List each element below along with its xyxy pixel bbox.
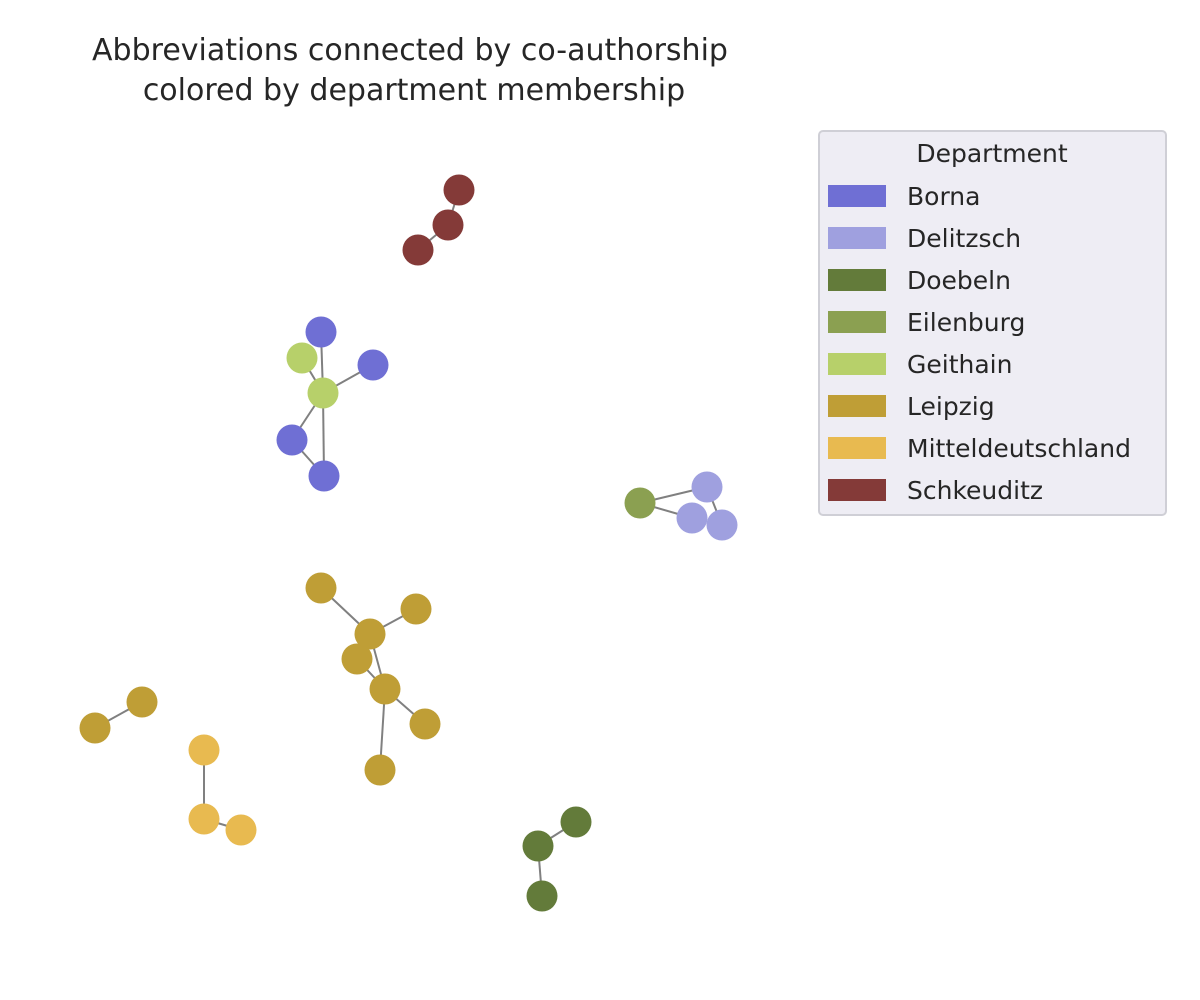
diagram-title-line-2: colored by department membership xyxy=(143,73,685,108)
node-leipzig-l8 xyxy=(126,686,158,718)
node-leipzig-l5 xyxy=(369,673,401,705)
legend-label-delitzsch: Delitzsch xyxy=(907,224,1021,253)
node-mitteldeutschland-m2 xyxy=(188,803,220,835)
node-borna-b3 xyxy=(276,424,308,456)
legend-swatch-eilenburg xyxy=(828,311,886,333)
legend-label-doebeln: Doebeln xyxy=(907,266,1011,295)
node-borna-b4 xyxy=(308,460,340,492)
legend-item-delitzsch: Delitzsch xyxy=(828,224,1021,253)
node-geithain-g2 xyxy=(307,377,339,409)
node-schkeuditz-s1 xyxy=(443,174,475,206)
node-doebeln-o2 xyxy=(522,830,554,862)
node-leipzig-l3 xyxy=(354,618,386,650)
legend-swatch-mitteldeutschland xyxy=(828,437,886,459)
legend-swatch-leipzig xyxy=(828,395,886,417)
legend-item-geithain: Geithain xyxy=(828,350,1012,379)
legend-swatch-geithain xyxy=(828,353,886,375)
node-leipzig-l9 xyxy=(79,712,111,744)
legend-item-mitteldeutschland: Mitteldeutschland xyxy=(828,434,1131,463)
legend-item-leipzig: Leipzig xyxy=(828,392,995,421)
node-doebeln-o1 xyxy=(560,806,592,838)
node-leipzig-l1 xyxy=(305,572,337,604)
legend-swatch-delitzsch xyxy=(828,227,886,249)
nodes-layer xyxy=(79,174,738,912)
node-mitteldeutschland-m1 xyxy=(188,734,220,766)
legend-label-geithain: Geithain xyxy=(907,350,1012,379)
node-leipzig-l2 xyxy=(400,593,432,625)
node-schkeuditz-s2 xyxy=(432,209,464,241)
legend-item-schkeuditz: Schkeuditz xyxy=(828,476,1043,505)
node-schkeuditz-s3 xyxy=(402,234,434,266)
node-mitteldeutschland-m3 xyxy=(225,814,257,846)
legend-label-mitteldeutschland: Mitteldeutschland xyxy=(907,434,1131,463)
legend-label-borna: Borna xyxy=(907,182,980,211)
legend-label-leipzig: Leipzig xyxy=(907,392,995,421)
legend-swatch-borna xyxy=(828,185,886,207)
node-leipzig-l7 xyxy=(364,754,396,786)
legend-label-eilenburg: Eilenburg xyxy=(907,308,1025,337)
node-delitzsch-d1 xyxy=(691,471,723,503)
legend-item-eilenburg: Eilenburg xyxy=(828,308,1025,337)
legend: Department Borna Delitzsch Doebeln Eilenbur… xyxy=(818,130,1167,516)
node-borna-b1 xyxy=(305,316,337,348)
edges-layer xyxy=(94,189,723,897)
legend-item-borna: Borna xyxy=(828,182,980,211)
node-leipzig-l6 xyxy=(409,708,441,740)
node-geithain-g1 xyxy=(286,342,318,374)
node-leipzig-l4 xyxy=(341,643,373,675)
node-delitzsch-d2 xyxy=(676,502,708,534)
legend-label-schkeuditz: Schkeuditz xyxy=(907,476,1043,505)
legend-item-doebeln: Doebeln xyxy=(828,266,1011,295)
legend-swatch-schkeuditz xyxy=(828,479,886,501)
legend-entries: Borna Delitzsch Doebeln Eilenburg Geithain Le… xyxy=(828,182,1131,505)
diagram-title-line-1: Abbreviations connected by co-authorship xyxy=(92,33,728,68)
node-doebeln-o3 xyxy=(526,880,558,912)
legend-frame xyxy=(818,130,1167,516)
legend-swatch-doebeln xyxy=(828,269,886,291)
node-borna-b2 xyxy=(357,349,389,381)
node-delitzsch-d3 xyxy=(706,509,738,541)
legend-title: Department xyxy=(916,139,1067,168)
node-eilenburg-e1 xyxy=(624,487,656,519)
